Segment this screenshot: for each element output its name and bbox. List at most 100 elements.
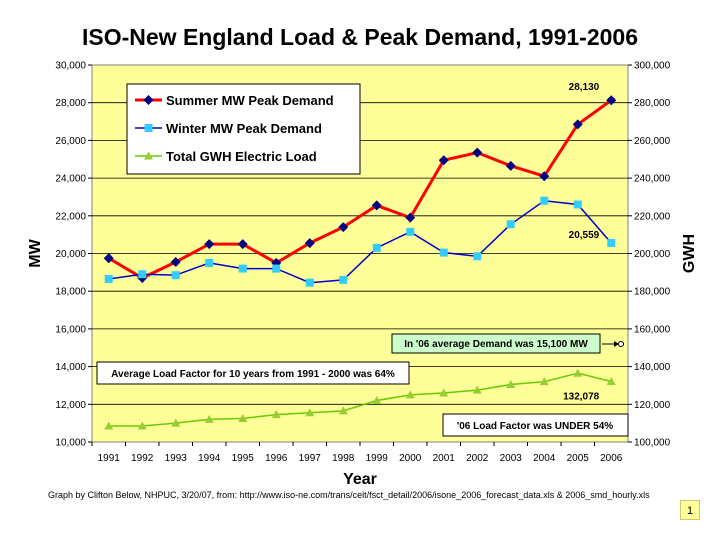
data-label: 132,078 bbox=[563, 392, 600, 403]
data-point-gwh bbox=[338, 406, 348, 415]
data-point-summer bbox=[438, 155, 449, 166]
annotation-load-factor-2006: '06 Load Factor was UNDER 54% bbox=[457, 421, 613, 432]
x-tick-label: 2001 bbox=[433, 453, 456, 464]
x-tick-label: 1999 bbox=[366, 453, 389, 464]
data-point-gwh bbox=[372, 396, 382, 405]
y-tick-label: 14,000 bbox=[55, 362, 86, 373]
y2-tick-label: 200,000 bbox=[634, 249, 671, 260]
annotation-box bbox=[442, 413, 629, 437]
data-point-winter bbox=[607, 238, 616, 247]
data-point-summer bbox=[572, 119, 583, 130]
y-tick-label: 20,000 bbox=[55, 249, 86, 260]
x-tick-label: 1991 bbox=[98, 453, 121, 464]
data-point-winter bbox=[406, 227, 415, 236]
data-point-summer bbox=[237, 239, 248, 250]
series-line-winter bbox=[108, 199, 612, 284]
y2-tick-label: 160,000 bbox=[634, 324, 671, 335]
data-point-summer bbox=[539, 171, 550, 182]
data-point-gwh bbox=[405, 390, 415, 399]
data-point-winter bbox=[138, 270, 147, 279]
legend-label: Winter MW Peak Demand bbox=[166, 121, 322, 136]
data-point-winter bbox=[473, 252, 482, 261]
x-tick-label: 2002 bbox=[466, 453, 489, 464]
data-point-gwh bbox=[271, 410, 281, 419]
annotation-avg-demand: In '06 average Demand was 15,100 MW bbox=[404, 339, 588, 350]
data-point-gwh bbox=[606, 377, 616, 386]
y-tick-label: 30,000 bbox=[55, 61, 86, 72]
x-tick-label: 1993 bbox=[165, 453, 188, 464]
x-tick-label: 2004 bbox=[533, 453, 556, 464]
page-number: 1 bbox=[680, 500, 700, 520]
series-line-gwh bbox=[108, 372, 612, 427]
data-point-gwh bbox=[439, 388, 449, 397]
data-point-gwh bbox=[204, 414, 214, 423]
data-point-winter bbox=[372, 243, 381, 252]
data-point-summer bbox=[505, 160, 516, 171]
annotation-avg-load-factor: Average Load Factor for 10 years from 19… bbox=[111, 369, 395, 380]
legend-label: Total GWH Electric Load bbox=[166, 149, 317, 164]
x-tick-label: 1994 bbox=[198, 453, 221, 464]
y2-axis-label: GWH bbox=[681, 234, 698, 273]
legend-label: Summer MW Peak Demand bbox=[166, 93, 334, 108]
x-tick-label: 1997 bbox=[299, 453, 322, 464]
data-point-summer bbox=[103, 253, 114, 264]
data-label: 20,559 bbox=[569, 230, 600, 241]
x-tick-label: 1998 bbox=[332, 453, 355, 464]
data-point-winter bbox=[573, 200, 582, 209]
data-point-gwh bbox=[539, 377, 549, 386]
y2-tick-label: 180,000 bbox=[634, 287, 671, 298]
y2-tick-label: 300,000 bbox=[634, 61, 671, 72]
x-tick-label: 1996 bbox=[265, 453, 288, 464]
y-tick-label: 28,000 bbox=[55, 98, 86, 109]
y-tick-label: 24,000 bbox=[55, 174, 86, 185]
source-credit: Graph by Clifton Below, NHPUC, 3/20/07, … bbox=[48, 490, 650, 500]
y-tick-label: 22,000 bbox=[55, 211, 86, 222]
data-point-winter bbox=[305, 278, 314, 287]
x-tick-label: 2006 bbox=[600, 453, 623, 464]
y-axis-label: MW bbox=[27, 238, 44, 267]
data-point-summer bbox=[606, 95, 617, 106]
y2-tick-label: 140,000 bbox=[634, 362, 671, 373]
y-tick-label: 26,000 bbox=[55, 136, 86, 147]
data-point-gwh bbox=[137, 421, 147, 430]
x-tick-label: 1995 bbox=[232, 453, 255, 464]
y-tick-label: 10,000 bbox=[55, 438, 86, 449]
data-point-winter bbox=[238, 264, 247, 273]
y-tick-label: 16,000 bbox=[55, 324, 86, 335]
x-tick-label: 2003 bbox=[500, 453, 523, 464]
data-point-winter bbox=[339, 275, 348, 284]
data-point-winter bbox=[104, 274, 113, 283]
annotation-arrow-head bbox=[614, 341, 619, 347]
y2-tick-label: 220,000 bbox=[634, 211, 671, 222]
data-point-winter bbox=[171, 271, 180, 280]
legend-swatch-marker bbox=[143, 95, 154, 105]
data-point-gwh bbox=[104, 421, 114, 430]
data-point-gwh bbox=[305, 408, 315, 417]
data-point-summer bbox=[405, 212, 416, 223]
data-point-gwh bbox=[573, 368, 583, 377]
data-point-summer bbox=[371, 200, 382, 211]
legend-swatch-marker bbox=[144, 151, 153, 160]
data-point-summer bbox=[472, 147, 483, 158]
data-point-summer bbox=[304, 238, 315, 249]
y2-tick-label: 120,000 bbox=[634, 400, 671, 411]
data-point-gwh bbox=[238, 413, 248, 422]
series-line-summer bbox=[107, 99, 613, 280]
y-tick-label: 18,000 bbox=[55, 287, 86, 298]
annotation-marker bbox=[618, 341, 624, 347]
data-point-winter bbox=[205, 258, 214, 267]
y2-tick-label: 100,000 bbox=[634, 438, 671, 449]
data-point-summer bbox=[204, 239, 215, 250]
chart-title: ISO-New England Load & Peak Demand, 1991… bbox=[81, 24, 639, 50]
data-point-summer bbox=[338, 222, 349, 233]
x-axis-label: Year bbox=[343, 471, 377, 488]
x-tick-label: 2000 bbox=[399, 453, 422, 464]
data-label: 28,130 bbox=[569, 82, 600, 93]
data-point-summer bbox=[170, 256, 181, 267]
y-tick-label: 12,000 bbox=[55, 400, 86, 411]
y2-tick-label: 280,000 bbox=[634, 98, 671, 109]
data-point-winter bbox=[272, 264, 281, 273]
x-tick-label: 2005 bbox=[567, 453, 590, 464]
